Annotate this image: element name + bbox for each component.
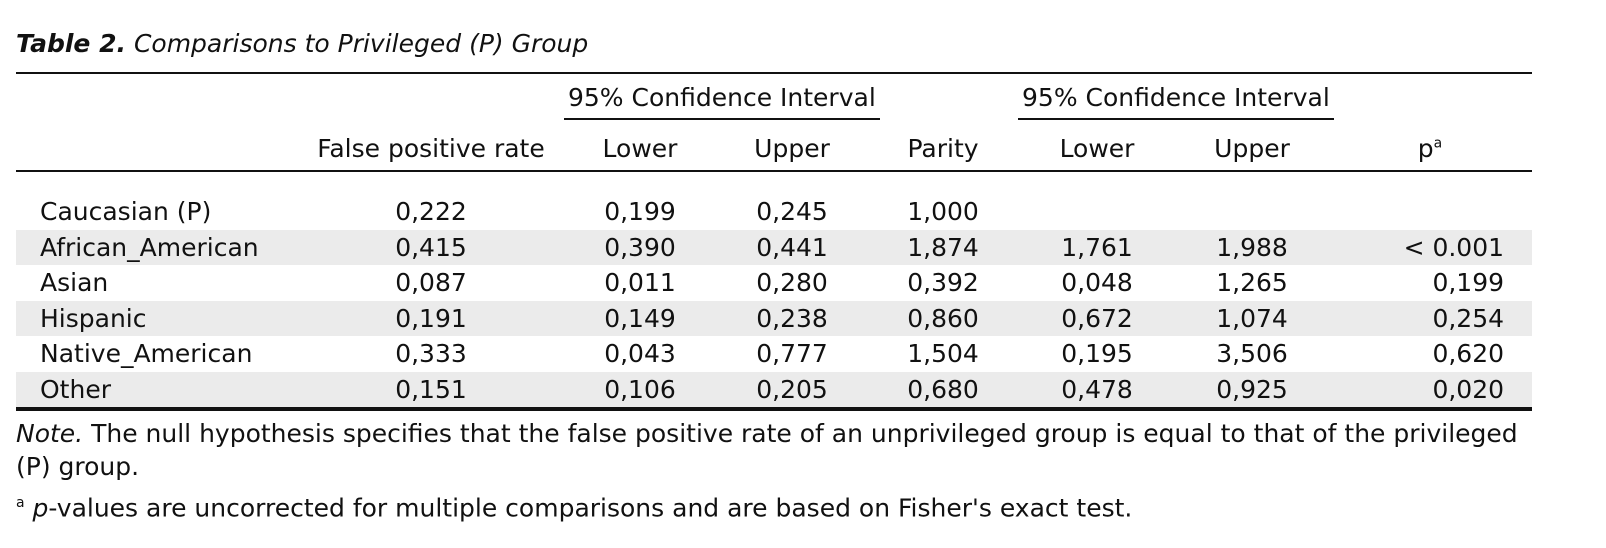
fpr-cell: 0,222	[395, 197, 467, 227]
upper1-cell: 0,441	[716, 229, 869, 265]
upper2-cell: 0,925	[1176, 371, 1329, 411]
table-notes: Note. The null hypothesis specifies that…	[16, 417, 1532, 524]
lower2-cell: 0,195	[1061, 339, 1133, 369]
header-row-top: 95% Confidence Interval 95% Confidence I…	[16, 72, 1533, 126]
table-row: Native_American 0,333 0,043 0,777 1,504 …	[16, 336, 1532, 372]
parity-cell: 0,860	[868, 300, 1019, 336]
group-cell: Native_American	[40, 339, 253, 369]
ci-header-2: 95% Confidence Interval	[1018, 72, 1334, 126]
upper1-cell: 0,205	[716, 371, 869, 411]
caption-label: Table 2.	[16, 29, 126, 58]
col-header-fpr: False positive rate	[298, 126, 564, 172]
table-row: Hispanic 0,191 0,149 0,238 0,860 0,672 1…	[16, 300, 1533, 336]
table-figure: Table 2. Comparisons to Privileged (P) G…	[16, 26, 1533, 524]
upper2-cell: 1,074	[1176, 300, 1329, 336]
note-text: The null hypothesis specifies that the f…	[16, 419, 1518, 481]
table-caption: Table 2. Comparisons to Privileged (P) G…	[16, 26, 1532, 62]
lower2-cell: 0,672	[1018, 300, 1177, 336]
p-cell: 0,254	[1328, 300, 1533, 336]
fpr-cell: 0,415	[298, 229, 564, 265]
parity-cell: 0,680	[868, 371, 1019, 411]
col-header-upper-2: Upper	[1176, 126, 1329, 172]
upper2-cell: 3,506	[1216, 339, 1288, 369]
caption-title: Comparisons to Privileged (P) Group	[133, 29, 589, 58]
group-cell: Caucasian (P)	[40, 197, 212, 227]
table-row: Other 0,151 0,106 0,205 0,680 0,478 0,92…	[16, 371, 1533, 411]
p-cell: 0,020	[1328, 371, 1533, 411]
lower2-cell: 0,478	[1018, 371, 1177, 411]
table-row: Asian 0,087 0,011 0,280 0,392 0,048 1,26…	[16, 265, 1532, 301]
parity-cell: 1,504	[907, 339, 979, 369]
lower1-cell: 0,043	[604, 339, 676, 369]
lower2-cell	[1018, 194, 1176, 230]
lower2-cell: 1,761	[1018, 229, 1177, 265]
table-row: African_American 0,415 0,390 0,441 1,874…	[16, 229, 1533, 265]
parity-cell: 1,000	[907, 197, 979, 227]
p-cell: 0,199	[1432, 268, 1505, 298]
lower1-cell: 0,011	[604, 268, 676, 298]
parity-cell: 1,874	[868, 229, 1019, 265]
fpr-cell: 0,191	[298, 300, 564, 336]
header-row: False positive rate Lower Upper Parity L…	[16, 126, 1533, 172]
lower1-cell: 0,390	[564, 229, 716, 265]
p-cell: < 0.001	[1328, 229, 1533, 265]
footnote-p: p	[32, 493, 49, 523]
p-cell	[1328, 194, 1532, 230]
lower2-cell: 0,048	[1061, 268, 1133, 298]
p-superscript: a	[1433, 135, 1443, 152]
col-header-lower-2: Lower	[1018, 126, 1177, 172]
footnote-marker: a	[16, 495, 25, 511]
group-cell: African_American	[16, 229, 298, 265]
col-header-p: pa	[1328, 126, 1533, 172]
upper2-cell: 1,988	[1176, 229, 1329, 265]
fpr-cell: 0,151	[298, 371, 564, 411]
group-cell: Other	[16, 371, 298, 411]
upper1-cell: 0,280	[756, 268, 828, 298]
upper1-cell: 0,238	[716, 300, 869, 336]
table-row: Caucasian (P) 0,222 0,199 0,245 1,000	[16, 194, 1532, 230]
note-label: Note.	[16, 419, 84, 448]
fpr-cell: 0,333	[395, 339, 467, 369]
ci-header-1: 95% Confidence Interval	[564, 72, 880, 126]
p-cell: 0,620	[1432, 339, 1505, 369]
upper2-cell: 1,265	[1216, 268, 1288, 298]
fpr-cell: 0,087	[395, 268, 467, 298]
group-cell: Asian	[40, 268, 109, 298]
parity-cell: 0,392	[907, 268, 979, 298]
col-header-upper-1: Upper	[716, 126, 869, 172]
footnote: a p-values are uncorrected for multiple …	[16, 487, 1532, 524]
footnote-text: -values are uncorrected for multiple com…	[48, 493, 1133, 523]
comparison-table: 95% Confidence Interval 95% Confidence I…	[16, 72, 1533, 411]
lower1-cell: 0,199	[604, 197, 676, 227]
col-header-lower-1: Lower	[564, 126, 716, 172]
upper1-cell: 0,245	[756, 197, 828, 227]
note-paragraph: Note. The null hypothesis specifies that…	[16, 417, 1532, 483]
lower1-cell: 0,106	[564, 371, 716, 411]
upper1-cell: 0,777	[756, 339, 828, 369]
group-cell: Hispanic	[16, 300, 298, 336]
upper2-cell	[1176, 194, 1328, 230]
lower1-cell: 0,149	[564, 300, 716, 336]
col-header-parity: Parity	[868, 126, 1019, 172]
